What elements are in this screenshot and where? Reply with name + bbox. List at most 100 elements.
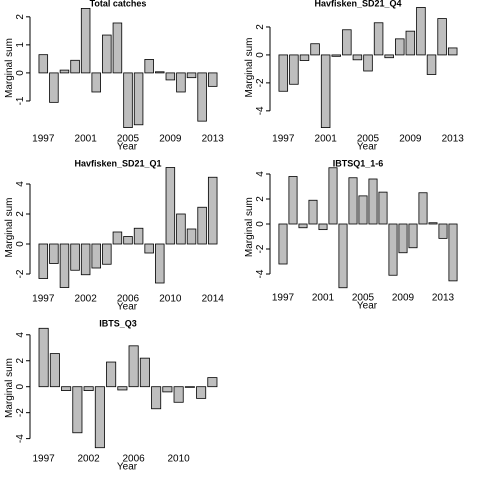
bar <box>207 72 218 87</box>
bar <box>289 54 299 85</box>
bar <box>49 353 60 388</box>
x-axis-label: Year <box>117 302 138 313</box>
y-tick-label: -4 <box>255 106 266 115</box>
bar <box>128 345 139 388</box>
bar <box>196 386 207 399</box>
x-tick-label: 2005 <box>117 134 140 145</box>
x-tick-label: 2001 <box>315 134 338 145</box>
bar <box>59 243 70 288</box>
bar <box>437 18 447 56</box>
y-tick-label: 2 <box>15 14 26 20</box>
x-tick-label: 1997 <box>272 134 295 145</box>
bar <box>38 327 49 388</box>
bar <box>117 386 128 391</box>
bar <box>38 243 49 279</box>
x-tick-label: 2002 <box>75 294 98 305</box>
bar <box>102 34 112 74</box>
bar <box>363 54 373 72</box>
bar <box>207 377 218 388</box>
x-tick-label: 1997 <box>32 294 55 305</box>
bar <box>155 71 165 74</box>
bar <box>299 54 310 61</box>
bar <box>416 6 426 56</box>
bar <box>165 167 176 245</box>
x-axis-label: Year <box>357 142 378 153</box>
bar <box>133 72 144 126</box>
bar <box>112 231 123 245</box>
y-tick-label: 4 <box>15 181 26 187</box>
panel: Havfisken_SD21_Q4 Marginal sum-4 -2 0 2 1997 2… <box>244 0 464 153</box>
x-tick-label: 2014 <box>202 294 225 305</box>
bar <box>298 223 308 229</box>
x-tick-label: 2001 <box>75 134 98 145</box>
y-tick-label: -1 <box>15 96 26 105</box>
y-tick-label: -2 <box>255 78 266 87</box>
y-tick-label: 1 <box>15 42 26 48</box>
x-tick-label: 2002 <box>78 454 101 465</box>
y-axis-label: Marginal sum <box>244 197 255 257</box>
bar <box>331 54 341 57</box>
y-tick-label: 2 <box>15 211 26 217</box>
bar <box>59 69 70 74</box>
bar <box>173 386 184 403</box>
x-tick-label: 2006 <box>123 454 146 465</box>
y-tick-label: -2 <box>255 244 266 253</box>
bar <box>151 386 162 410</box>
x-tick-label: 2009 <box>392 292 415 303</box>
x-tick-label: 2009 <box>399 134 422 145</box>
y-tick-label: 0 <box>15 241 26 247</box>
x-axis-label: Year <box>117 142 138 153</box>
y-tick-label: 4 <box>15 332 26 338</box>
bar <box>80 8 91 74</box>
bar <box>112 22 123 74</box>
bar <box>278 54 289 92</box>
y-tick-label: 2 <box>15 358 26 364</box>
x-axis-label: Year <box>117 462 138 473</box>
bar <box>91 243 101 269</box>
bar <box>398 223 408 254</box>
panel-title: IBTS_Q3 <box>99 318 137 328</box>
x-tick-label: 2006 <box>117 294 140 305</box>
bar <box>384 54 394 59</box>
bar <box>320 54 331 129</box>
bar <box>308 199 318 225</box>
bar <box>94 386 105 449</box>
bar <box>38 54 49 74</box>
bar <box>123 72 133 128</box>
bar <box>133 227 144 245</box>
bar <box>106 361 117 388</box>
bar <box>123 236 133 245</box>
bar <box>144 59 154 74</box>
panel-title: Havfisken_SD21_Q1 <box>74 158 161 168</box>
panel-title: Total catches <box>90 0 147 8</box>
y-axis-label: Marginal sum <box>4 197 15 257</box>
y-tick-label: 0 <box>15 70 26 76</box>
bar <box>176 213 186 245</box>
bar <box>342 29 352 56</box>
bar <box>197 206 207 245</box>
x-tick-label: 2013 <box>202 134 225 145</box>
bar <box>318 223 328 231</box>
bar <box>197 72 207 122</box>
x-tick-label: 2005 <box>352 292 375 303</box>
bar <box>388 223 398 276</box>
bar <box>395 38 405 56</box>
bar <box>184 386 195 388</box>
bar <box>80 243 91 276</box>
bar <box>165 72 176 81</box>
bar <box>162 386 173 393</box>
bar <box>207 176 218 245</box>
bar <box>83 386 94 391</box>
y-axis-label: Marginal sum <box>4 358 15 418</box>
bar <box>186 228 197 245</box>
panel: IBTSQ1_1-6 Marginal sum -4 -2 0 2 4 1997 2001 200… <box>244 158 458 311</box>
bar <box>338 223 348 289</box>
x-tick-label: 2009 <box>159 134 182 145</box>
y-tick-label: 0 <box>15 383 26 389</box>
bar <box>72 386 83 434</box>
bar <box>405 30 416 56</box>
bar <box>378 191 388 225</box>
y-axis-label: Marginal sum <box>244 37 255 97</box>
y-tick-label: 0 <box>255 52 266 58</box>
